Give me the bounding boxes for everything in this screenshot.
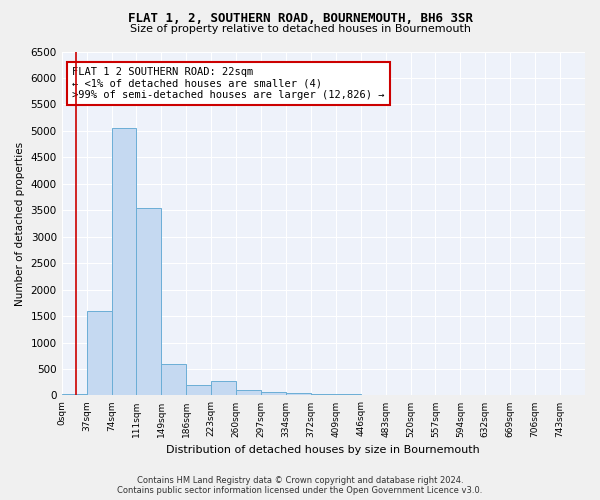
Bar	[286, 392, 311, 396]
Bar	[236, 390, 261, 396]
X-axis label: Distribution of detached houses by size in Bournemouth: Distribution of detached houses by size …	[166, 445, 480, 455]
Bar	[361, 395, 386, 396]
Y-axis label: Number of detached properties: Number of detached properties	[15, 142, 25, 306]
Bar	[86, 311, 112, 396]
Bar	[211, 380, 236, 396]
Bar	[261, 392, 286, 396]
Text: FLAT 1 2 SOUTHERN ROAD: 22sqm
← <1% of detached houses are smaller (4)
>99% of s: FLAT 1 2 SOUTHERN ROAD: 22sqm ← <1% of d…	[72, 67, 385, 100]
Text: FLAT 1, 2, SOUTHERN ROAD, BOURNEMOUTH, BH6 3SR: FLAT 1, 2, SOUTHERN ROAD, BOURNEMOUTH, B…	[128, 12, 473, 26]
Bar	[62, 394, 86, 396]
Bar	[311, 394, 336, 396]
Bar	[136, 208, 161, 396]
Text: Contains HM Land Registry data © Crown copyright and database right 2024.
Contai: Contains HM Land Registry data © Crown c…	[118, 476, 482, 495]
Bar	[112, 128, 136, 396]
Text: Size of property relative to detached houses in Bournemouth: Size of property relative to detached ho…	[130, 24, 470, 34]
Bar	[161, 364, 186, 396]
Bar	[186, 385, 211, 396]
Bar	[336, 394, 361, 396]
